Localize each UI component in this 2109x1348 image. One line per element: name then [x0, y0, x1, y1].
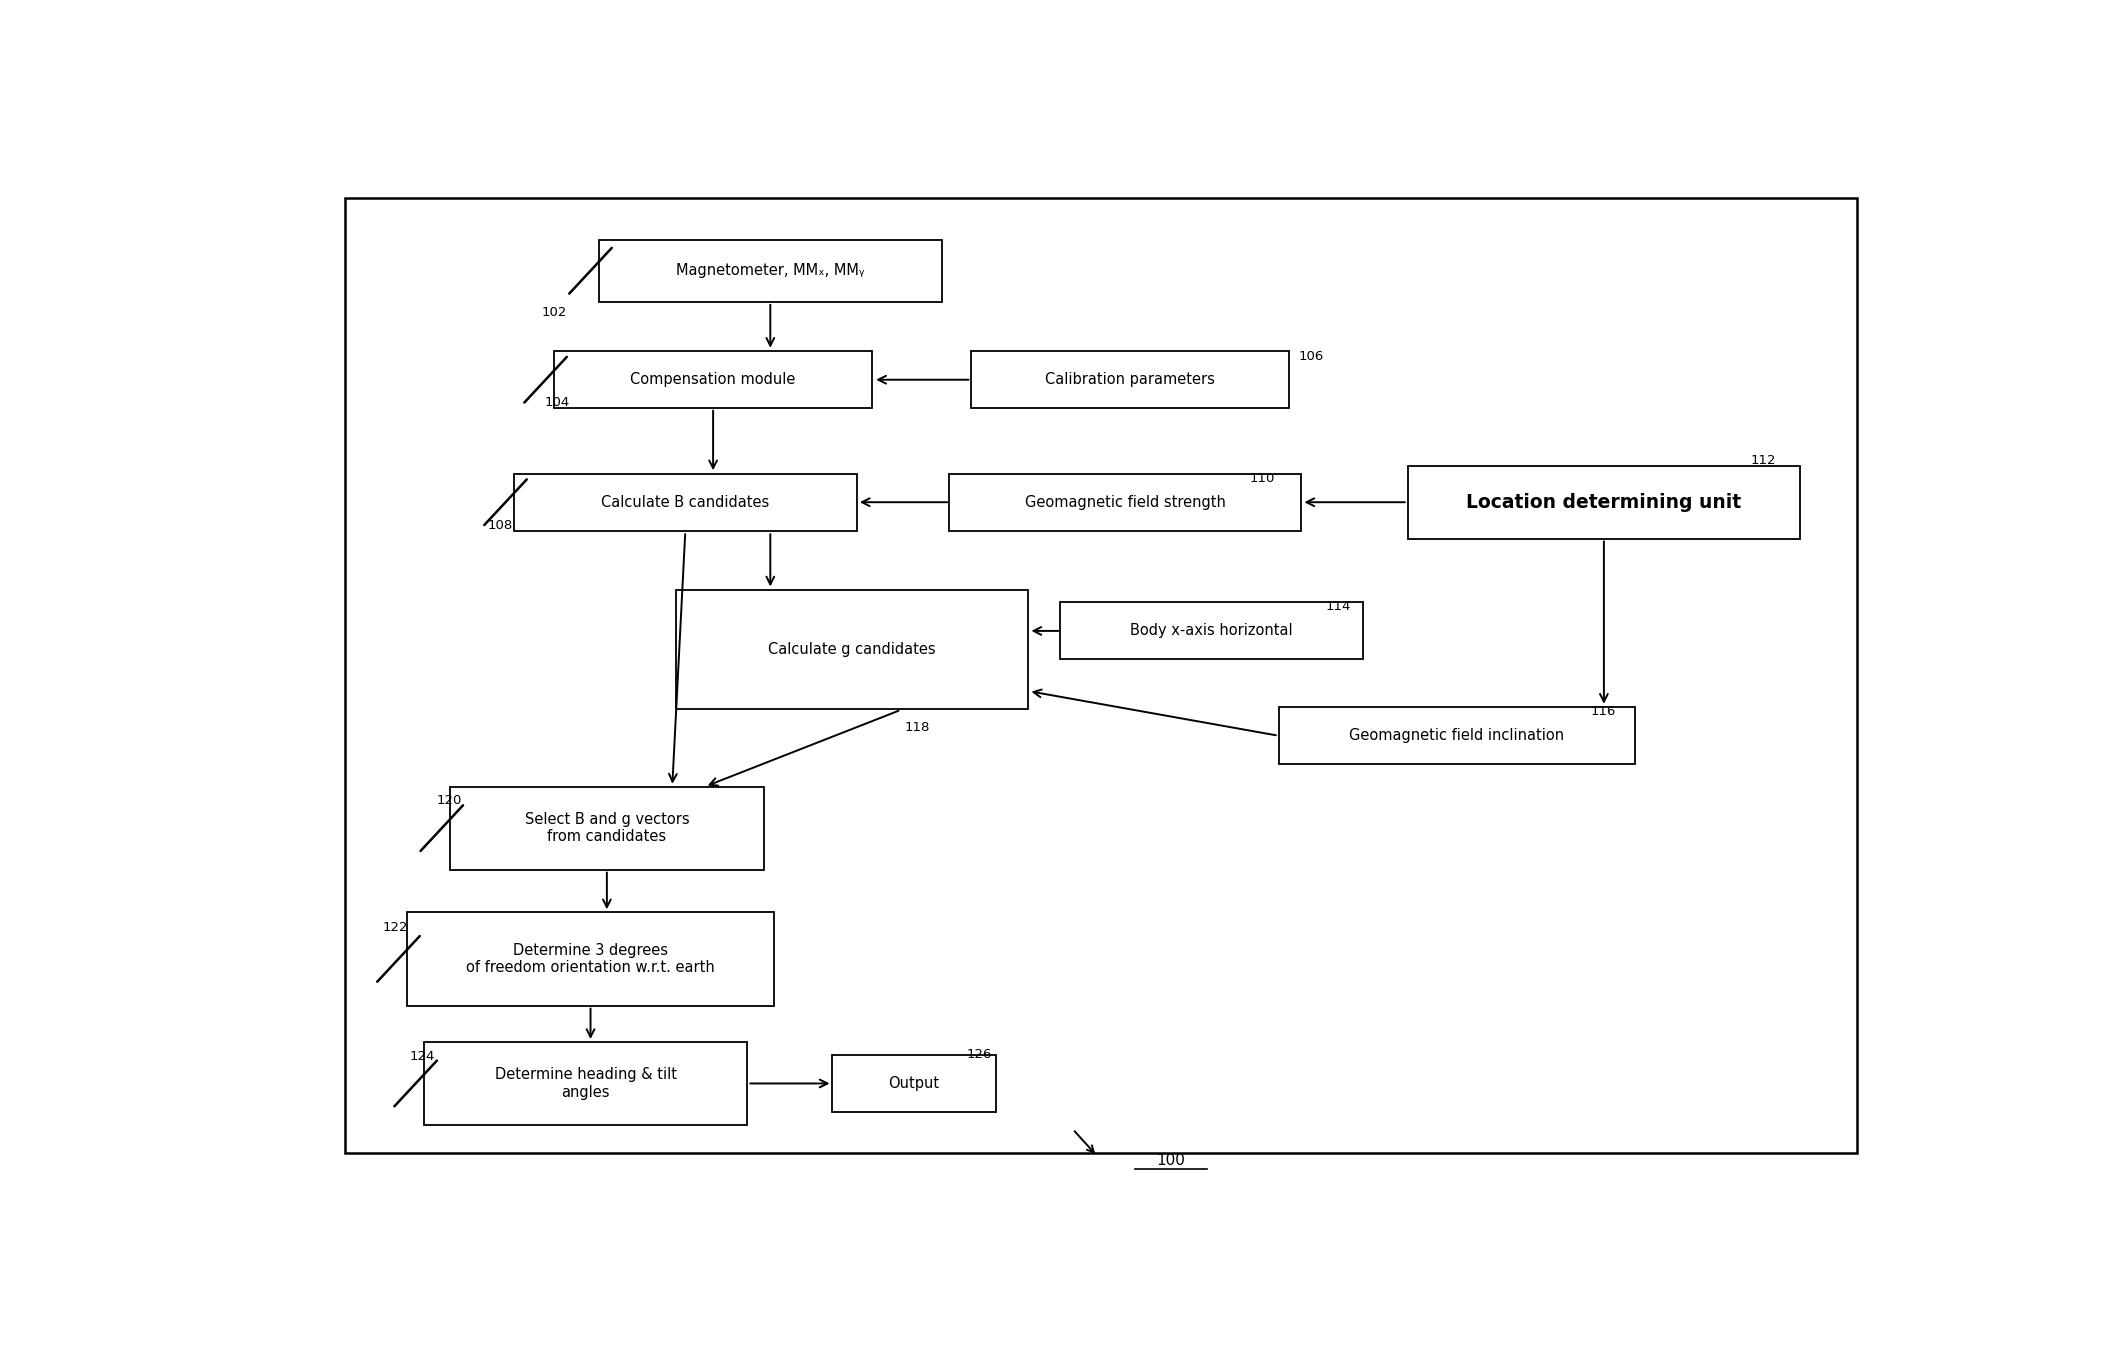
- Bar: [407, 913, 774, 1006]
- Bar: [449, 787, 763, 869]
- Bar: [677, 590, 1027, 709]
- Text: Determine 3 degrees
of freedom orientation w.r.t. earth: Determine 3 degrees of freedom orientati…: [466, 942, 715, 975]
- Bar: [833, 1055, 995, 1112]
- Bar: [515, 473, 856, 531]
- Text: 100: 100: [1156, 1153, 1185, 1167]
- Bar: [1278, 708, 1634, 764]
- Text: Geomagnetic field strength: Geomagnetic field strength: [1025, 495, 1225, 510]
- Bar: [1061, 603, 1362, 659]
- Text: 124: 124: [409, 1050, 434, 1064]
- Text: 112: 112: [1750, 454, 1776, 468]
- Text: Calculate B candidates: Calculate B candidates: [601, 495, 770, 510]
- Text: 114: 114: [1327, 600, 1352, 612]
- Text: Location determining unit: Location determining unit: [1466, 493, 1742, 512]
- Bar: [424, 1042, 747, 1126]
- Bar: [599, 240, 943, 302]
- Text: Magnetometer, MMₓ, MMᵧ: Magnetometer, MMₓ, MMᵧ: [677, 263, 865, 278]
- Text: Output: Output: [888, 1076, 941, 1091]
- Bar: [555, 352, 873, 408]
- Text: 126: 126: [966, 1047, 991, 1061]
- Text: 102: 102: [542, 306, 567, 318]
- Text: Body x-axis horizontal: Body x-axis horizontal: [1130, 623, 1293, 639]
- Bar: [970, 352, 1289, 408]
- Bar: [1409, 466, 1801, 539]
- Text: Calibration parameters: Calibration parameters: [1044, 372, 1215, 387]
- Text: 110: 110: [1249, 472, 1274, 485]
- Text: 116: 116: [1590, 705, 1615, 718]
- Bar: [949, 473, 1301, 531]
- Text: 122: 122: [384, 921, 409, 934]
- Text: 104: 104: [544, 396, 569, 408]
- Text: Determine heading & tilt
angles: Determine heading & tilt angles: [496, 1068, 677, 1100]
- Text: 106: 106: [1299, 350, 1324, 364]
- Text: Compensation module: Compensation module: [631, 372, 795, 387]
- Text: 108: 108: [487, 519, 512, 531]
- Text: Calculate g candidates: Calculate g candidates: [768, 642, 936, 656]
- Text: Geomagnetic field inclination: Geomagnetic field inclination: [1350, 728, 1565, 743]
- Text: 118: 118: [905, 721, 930, 733]
- Text: 120: 120: [437, 794, 462, 806]
- Text: Select B and g vectors
from candidates: Select B and g vectors from candidates: [525, 811, 690, 844]
